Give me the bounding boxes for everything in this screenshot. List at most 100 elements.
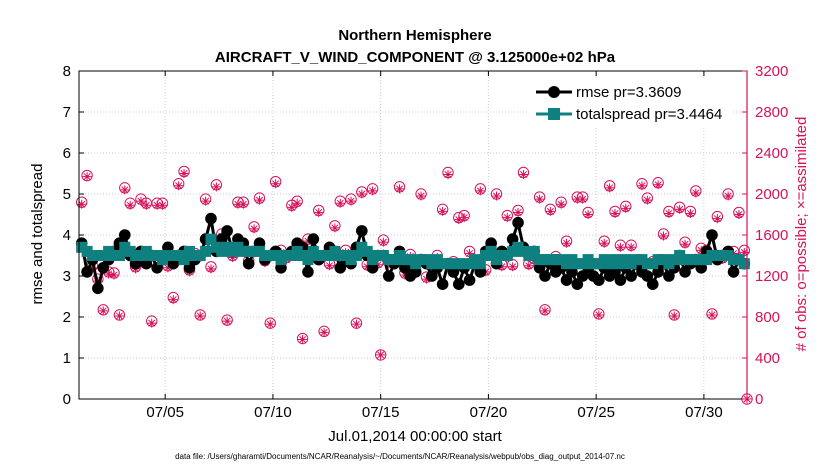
obs-assimilated-point: [120, 185, 130, 195]
rmse-point: [663, 270, 675, 282]
rmse-point: [426, 270, 438, 282]
obs-assimilated-point: [152, 200, 162, 210]
obs-assimilated-point: [351, 319, 361, 329]
x-tick-label: 07/25: [577, 404, 615, 421]
totalspread-point: [528, 245, 540, 257]
obs-assimilated-point: [168, 295, 178, 305]
obs-assimilated-point: [335, 198, 345, 208]
obs-assimilated-point: [734, 210, 744, 219]
obs-assimilated-point: [556, 199, 566, 209]
obs-assimilated-point: [712, 214, 722, 224]
rmse-point: [539, 270, 551, 282]
obs-assimilated-point: [98, 306, 108, 316]
obs-assimilated-point: [572, 194, 582, 204]
y-tick-label-left: 2: [63, 309, 71, 326]
obs-assimilated-point: [238, 199, 248, 209]
rmse-point: [436, 278, 449, 291]
rmse-point: [81, 266, 93, 278]
totalspread-point: [113, 250, 125, 261]
obs-assimilated-point: [475, 186, 485, 196]
obs-assimilated-point: [497, 262, 507, 272]
obs-assimilated-point: [459, 213, 469, 223]
obs-assimilated-point: [378, 237, 388, 247]
y-tick-label-left: 5: [63, 186, 71, 203]
obs-assimilated-point: [535, 194, 545, 204]
obs-assimilated-point: [438, 206, 448, 216]
obs-assimilated-point: [621, 203, 631, 213]
totalspread-point: [350, 250, 362, 261]
legend-box: [528, 78, 733, 126]
obs-assimilated-point: [211, 182, 221, 192]
obs-assimilated-point: [691, 188, 701, 198]
y-axis-label-left: rmse and totalspread: [29, 164, 46, 305]
totalspread-point: [205, 233, 217, 245]
rmse-point: [646, 278, 659, 291]
y-tick-label-right: 0: [755, 391, 763, 408]
obs-assimilated-point: [685, 208, 695, 218]
chart-title: Northern Hemisphere: [338, 27, 491, 44]
obs-assimilated-point: [179, 169, 189, 178]
rmse-point: [118, 229, 131, 241]
obs-assimilated-point: [421, 274, 431, 284]
y-tick-label-left: 1: [63, 350, 71, 367]
obs-assimilated-point: [136, 196, 146, 206]
obs-assimilated-point: [508, 262, 518, 272]
rmse-point: [512, 216, 524, 229]
x-axis-label: Jul.01,2014 00:00:00 start: [328, 428, 502, 445]
legend-rmse-label: rmse pr=3.3609: [576, 84, 681, 101]
obs-assimilated-point: [599, 238, 609, 248]
obs-assimilated-point: [376, 350, 386, 360]
obs-assimilated-point: [201, 196, 211, 206]
obs-assimilated-point: [357, 189, 367, 199]
y-tick-label-left: 3: [63, 268, 71, 285]
rmse-point: [356, 225, 368, 237]
obs-assimilated-point: [265, 319, 275, 329]
x-tick-label: 07/20: [470, 404, 508, 421]
obs-assimilated-point: [502, 213, 512, 223]
rmse-point: [307, 233, 320, 245]
obs-assimilated-point: [605, 183, 615, 193]
obs-assimilated-point: [346, 196, 356, 206]
obs-assimilated-point: [141, 200, 151, 210]
y-tick-label-right: 3200: [755, 63, 788, 80]
obs-assimilated-point: [298, 335, 308, 345]
obs-assimilated-point: [287, 202, 297, 212]
totalspread-point: [302, 254, 314, 266]
y-tick-label-right: 2400: [755, 145, 788, 162]
obs-assimilated-point: [147, 318, 157, 328]
obs-assimilated-point: [206, 264, 216, 274]
rmse-point: [679, 266, 691, 278]
x-tick-label: 07/15: [362, 404, 400, 421]
totalspread-point: [200, 245, 212, 257]
x-tick-label: 07/10: [254, 404, 292, 421]
obs-assimilated-point: [524, 261, 534, 271]
y-tick-label-right: 400: [755, 350, 780, 367]
obs-assimilated-point: [271, 179, 281, 189]
y-tick-label-left: 8: [63, 63, 71, 80]
obs-assimilated-point: [125, 200, 135, 210]
rmse-point: [382, 270, 395, 282]
obs-assimilated-point: [723, 191, 733, 201]
obs-assimilated-point: [583, 210, 593, 219]
rmse-point: [97, 262, 110, 274]
rmse-point: [205, 212, 217, 225]
y-tick-label-right: 800: [755, 309, 780, 326]
rmse-point: [576, 270, 589, 282]
obs-assimilated-point: [82, 172, 92, 182]
obs-assimilated-point: [610, 208, 620, 218]
totalspread-point: [474, 258, 486, 270]
legend-rmse-marker: [548, 86, 560, 98]
obs-assimilated-point: [513, 207, 523, 217]
totalspread-point: [361, 245, 373, 257]
obs-assimilated-point: [292, 198, 302, 208]
obs-assimilated-point: [325, 261, 334, 271]
y-tick-label-right: 2000: [755, 186, 788, 203]
y-axis-label-right: # of obs: o=possible; ×=assimilated: [793, 117, 810, 352]
obs-assimilated-point: [254, 195, 264, 205]
obs-assimilated-point: [739, 247, 749, 257]
x-tick-label: 07/30: [685, 404, 723, 421]
y-tick-label-left: 4: [63, 227, 71, 244]
totalspread-point: [485, 245, 497, 257]
rmse-point: [463, 274, 476, 286]
obs-assimilated-point: [659, 231, 668, 241]
